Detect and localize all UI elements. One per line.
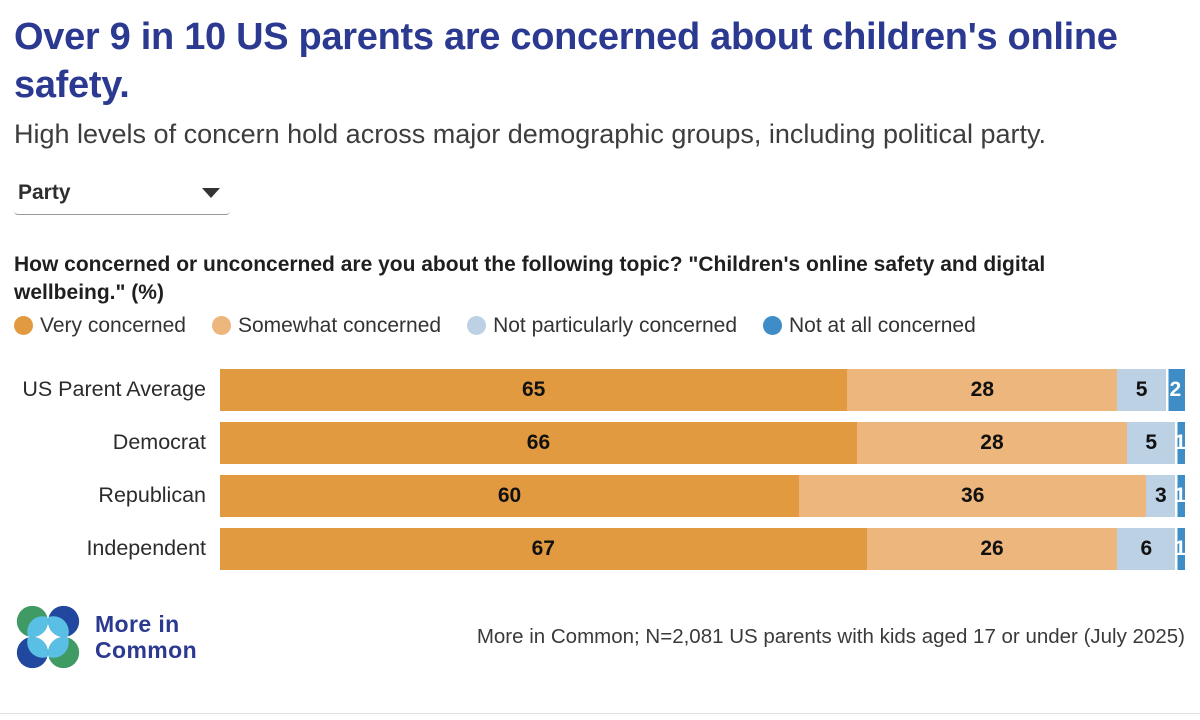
legend-dot-icon [763, 316, 783, 336]
bar-value-label: 1 [1174, 483, 1186, 507]
bar-row-label: Republican [98, 483, 206, 508]
bar-segment: 28 [847, 368, 1118, 411]
legend: Very concerned Somewhat concerned Not part… [14, 314, 1185, 338]
legend-label: Not particularly concerned [493, 313, 738, 337]
bar-value-label: 5 [1135, 377, 1148, 401]
bar-value-label: 28 [980, 430, 1004, 454]
chevron-down-icon [202, 187, 220, 198]
bar-segment: 67 [220, 527, 867, 570]
bar-value-label: 5 [1145, 430, 1158, 454]
bar-track: 60 36 3 1 [220, 474, 1186, 517]
survey-question: How concerned or unconcerned are you abo… [14, 252, 1046, 304]
source-note: More in Common; N=2,081 US parents with … [476, 624, 1185, 648]
bar-value-label: 2 [1169, 377, 1182, 401]
bar-segment: 2 [1165, 368, 1185, 411]
legend-item: Not particularly concerned [467, 314, 737, 338]
party-dropdown[interactable]: Party [14, 179, 230, 215]
bar-row: Republican 60 36 3 1 [14, 474, 1186, 517]
bar-segment: 28 [856, 421, 1128, 464]
bar-value-label: 67 [531, 536, 555, 560]
logo-wordmark-line2: Common [95, 636, 198, 663]
stacked-bar-chart: US Parent Average 65 28 5 2 Democrat 66 28 5 1 Rep… [14, 368, 1186, 570]
bar-segment: 66 [220, 421, 857, 464]
bar-segment: 65 [220, 368, 848, 411]
logo-block: More in Common [14, 603, 197, 671]
bar-row-label: Independent [86, 536, 206, 561]
legend-label: Somewhat concerned [237, 313, 442, 337]
bar-segment: 5 [1117, 368, 1166, 411]
bar-segment: 1 [1174, 474, 1186, 517]
legend-label: Not at all concerned [789, 313, 976, 337]
bar-segment: 36 [799, 474, 1147, 517]
bar-track: 67 26 6 1 [220, 527, 1186, 570]
bar-value-label: 26 [980, 536, 1004, 560]
logo-wordmark: More in Common [95, 611, 197, 663]
bar-row: Democrat 66 28 5 1 [14, 421, 1186, 464]
bar-segment: 3 [1146, 474, 1176, 517]
legend-item: Not at all concerned [763, 314, 976, 338]
bar-track: 65 28 5 2 [220, 368, 1185, 411]
bar-segment: 1 [1174, 527, 1186, 570]
legend-dot-icon [211, 316, 231, 336]
legend-dot-icon [14, 316, 33, 336]
bar-row: US Parent Average 65 28 5 2 [14, 368, 1185, 411]
bar-segment: 26 [866, 527, 1118, 570]
bar-row-label: Democrat [112, 430, 206, 455]
legend-item: Somewhat concerned [211, 313, 442, 338]
bar-segment: 5 [1127, 421, 1176, 464]
bar-value-label: 66 [526, 430, 551, 454]
bar-value-label: 6 [1140, 536, 1153, 560]
bar-value-label: 65 [521, 377, 546, 401]
bar-value-label: 1 [1174, 536, 1186, 560]
bar-segment: 60 [220, 474, 799, 517]
page-subtitle: High levels of concern hold across major… [14, 118, 1047, 149]
bar-value-label: 3 [1155, 483, 1167, 507]
bottom-divider [0, 713, 1200, 714]
legend-item: Very concerned [14, 314, 186, 338]
legend-label: Very concerned [40, 313, 186, 337]
page-title: Over 9 in 10 US parents are concerned ab… [14, 16, 1118, 106]
bar-value-label: 1 [1174, 430, 1186, 454]
footer: More in Common More in Common; N=2,081 U… [14, 603, 1185, 671]
bar-value-label: 60 [497, 483, 522, 507]
party-dropdown-value: Party [18, 180, 71, 204]
bar-segment: 6 [1117, 527, 1176, 570]
bar-value-label: 28 [970, 377, 995, 401]
bar-segment: 1 [1174, 421, 1186, 464]
logo-wordmark-line1: More in [95, 610, 180, 637]
legend-dot-icon [467, 316, 487, 336]
bar-track: 66 28 5 1 [220, 421, 1186, 464]
bar-row-label: US Parent Average [22, 377, 206, 402]
more-in-common-logo [16, 605, 80, 668]
bar-value-label: 36 [961, 483, 985, 507]
bar-row: Independent 67 26 6 1 [14, 527, 1186, 570]
